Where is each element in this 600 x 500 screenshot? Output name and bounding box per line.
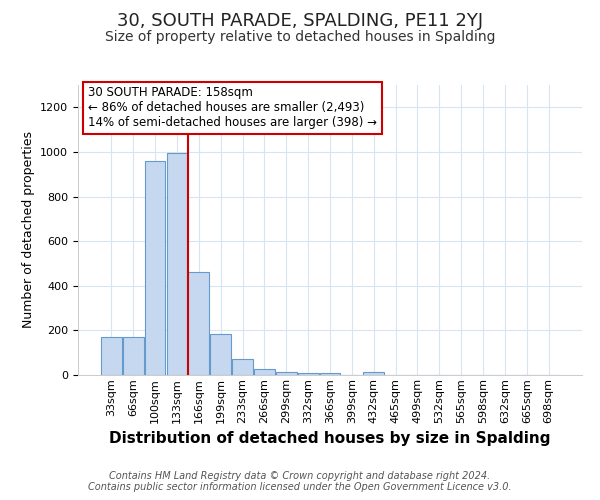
Bar xyxy=(232,360,253,375)
Text: Contains HM Land Registry data © Crown copyright and database right 2024.
Contai: Contains HM Land Registry data © Crown c… xyxy=(88,471,512,492)
Bar xyxy=(167,153,187,375)
Bar xyxy=(123,337,143,375)
X-axis label: Distribution of detached houses by size in Spalding: Distribution of detached houses by size … xyxy=(109,431,551,446)
Bar xyxy=(210,334,231,375)
Bar xyxy=(145,161,166,375)
Text: 30, SOUTH PARADE, SPALDING, PE11 2YJ: 30, SOUTH PARADE, SPALDING, PE11 2YJ xyxy=(117,12,483,30)
Text: Size of property relative to detached houses in Spalding: Size of property relative to detached ho… xyxy=(105,30,495,44)
Bar xyxy=(364,372,384,375)
Y-axis label: Number of detached properties: Number of detached properties xyxy=(22,132,35,328)
Bar xyxy=(298,373,319,375)
Text: 30 SOUTH PARADE: 158sqm
← 86% of detached houses are smaller (2,493)
14% of semi: 30 SOUTH PARADE: 158sqm ← 86% of detache… xyxy=(88,86,377,130)
Bar xyxy=(101,337,122,375)
Bar xyxy=(188,272,209,375)
Bar xyxy=(254,370,275,375)
Bar xyxy=(276,372,296,375)
Bar xyxy=(320,373,340,375)
